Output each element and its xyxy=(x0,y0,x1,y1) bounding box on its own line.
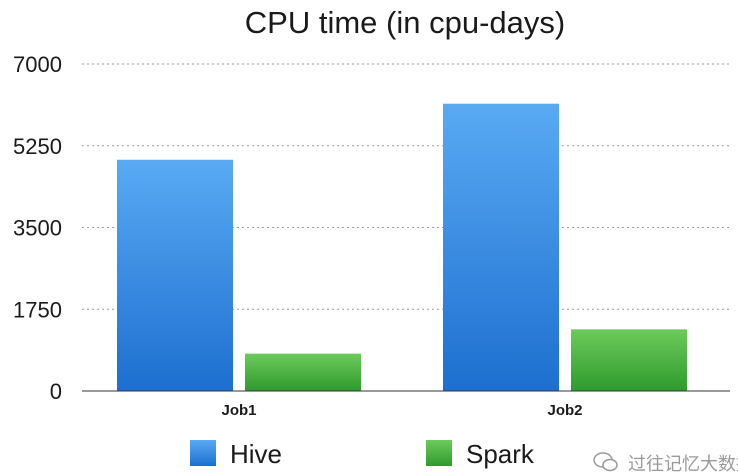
y-tick-label: 3500 xyxy=(13,216,62,241)
bar-spark-job1 xyxy=(245,353,361,391)
y-tick-label: 7000 xyxy=(13,52,62,77)
bar-spark-job2 xyxy=(571,329,687,391)
bar-hive-job1 xyxy=(117,159,233,391)
watermark-text: 过往记忆大数据 xyxy=(628,454,738,473)
x-tick-label: Job1 xyxy=(221,402,256,419)
y-tick-label: 1750 xyxy=(13,297,62,322)
gridlines xyxy=(82,63,730,310)
legend-item-spark: Spark xyxy=(426,439,535,469)
legend-swatch xyxy=(190,440,216,466)
legend-label: Spark xyxy=(466,439,535,469)
legend-item-hive: Hive xyxy=(190,439,282,469)
legend: Hive Spark xyxy=(190,439,535,469)
legend-label: Hive xyxy=(230,439,282,469)
bar-hive-job2 xyxy=(443,103,559,391)
x-axis-ticks: Job1 Job2 xyxy=(221,402,582,419)
y-tick-label: 5250 xyxy=(13,134,62,159)
watermark: 过往记忆大数据 xyxy=(593,452,738,473)
bars xyxy=(117,103,687,391)
legend-swatch xyxy=(426,440,452,466)
y-tick-label: 0 xyxy=(50,379,62,404)
y-axis-ticks: 0 1750 3500 5250 7000 xyxy=(13,52,62,404)
x-tick-label: Job2 xyxy=(547,402,582,419)
wechat-icon xyxy=(593,452,618,472)
chart-title: CPU time (in cpu-days) xyxy=(245,5,565,40)
